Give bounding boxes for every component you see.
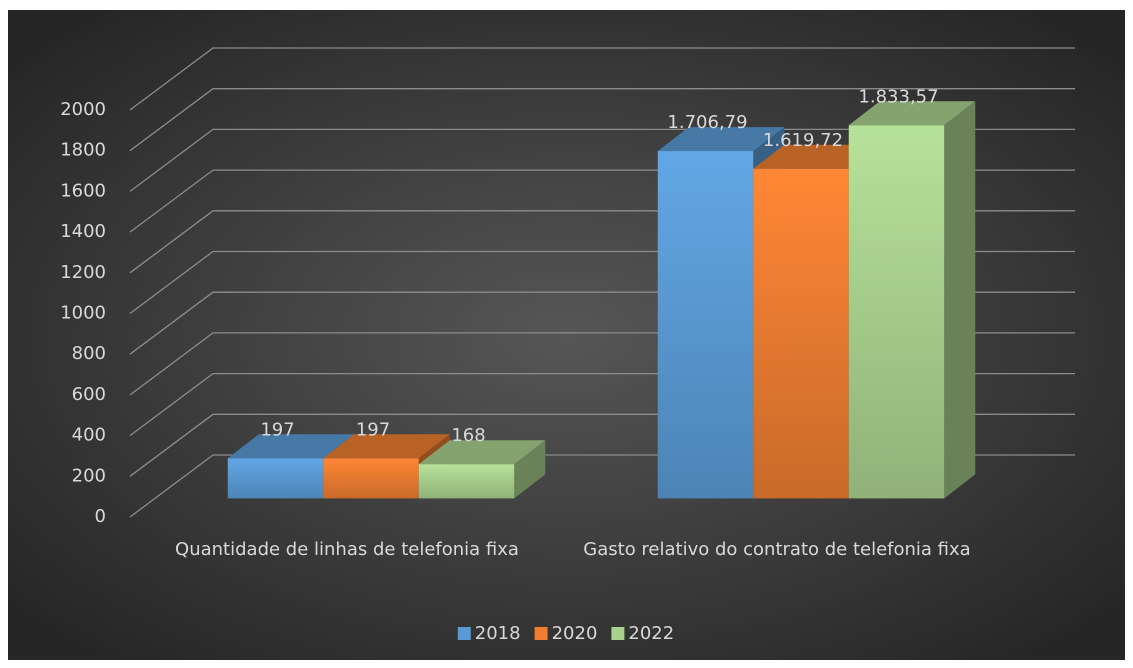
data-label: 1.833,57 xyxy=(858,86,938,107)
grid-line xyxy=(129,88,1075,152)
legend-item: 2022 xyxy=(611,623,674,644)
y-tick-label: 0 xyxy=(95,506,106,527)
bar-front xyxy=(753,168,849,499)
bar-top xyxy=(657,127,785,152)
bar xyxy=(848,101,976,499)
y-tick-label: 1600 xyxy=(60,180,106,201)
legend-item: 2018 xyxy=(457,623,521,644)
bar xyxy=(418,440,546,499)
bar-top xyxy=(848,101,976,126)
x-tick-label: Gasto relativo do contrato de telefonia … xyxy=(583,539,970,560)
data-label: 197 xyxy=(356,419,390,440)
bar-side xyxy=(514,440,546,499)
y-tick-label: 200 xyxy=(72,465,106,486)
x-tick-label: Quantidade de linhas de telefonia fixa xyxy=(175,539,519,560)
bar-side xyxy=(944,101,976,499)
bar-top xyxy=(323,434,450,459)
legend-swatch xyxy=(534,627,548,640)
y-tick-label: 1000 xyxy=(60,303,106,324)
y-tick-label: 400 xyxy=(72,425,106,446)
bar-front xyxy=(657,151,754,499)
legend-label: 2020 xyxy=(552,623,598,644)
y-tick-label: 600 xyxy=(72,384,106,405)
bar-top xyxy=(418,440,546,465)
y-tick-label: 1800 xyxy=(60,140,106,161)
data-label: 1.619,72 xyxy=(763,130,843,151)
legend-label: 2022 xyxy=(628,623,674,644)
grid-line xyxy=(129,128,1075,192)
legend-swatch xyxy=(457,627,471,640)
y-tick-label: 1200 xyxy=(60,262,106,283)
bar-front xyxy=(418,464,515,499)
bar-front xyxy=(227,458,324,499)
data-label: 197 xyxy=(260,419,294,440)
y-tick-label: 2000 xyxy=(60,99,106,120)
y-tick-label: 800 xyxy=(72,343,106,364)
legend-swatch xyxy=(611,627,625,640)
legend-item: 2020 xyxy=(534,623,598,644)
data-label: 168 xyxy=(451,425,485,446)
bar-front xyxy=(848,125,945,499)
y-tick-label: 1400 xyxy=(60,221,106,242)
legend-label: 2018 xyxy=(475,623,521,644)
bar-top xyxy=(753,144,880,169)
grid-line xyxy=(129,47,1075,111)
data-label: 1.706,79 xyxy=(667,112,747,133)
bar-top xyxy=(227,434,355,459)
bar-front xyxy=(323,458,419,499)
